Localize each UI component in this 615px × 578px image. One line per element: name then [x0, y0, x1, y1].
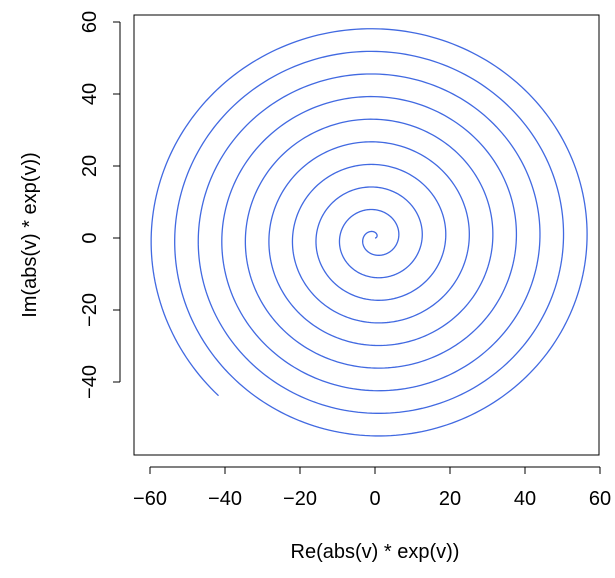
y-tick-label: −40 — [79, 365, 101, 399]
plot-frame — [133, 14, 600, 456]
y-tick-label: 0 — [79, 232, 101, 243]
y-tick-label: 40 — [79, 83, 101, 105]
spiral-line — [150, 28, 588, 437]
x-tick-label: 20 — [439, 488, 461, 510]
spiral-series — [150, 28, 588, 437]
x-axis-label: Re(abs(v) * exp(v)) — [291, 541, 460, 563]
x-tick-label: 0 — [369, 488, 380, 510]
x-tick-label: −60 — [133, 488, 167, 510]
y-tick-label: −20 — [79, 293, 101, 327]
x-axis: −60 −40 −20 0 20 40 60 — [133, 466, 611, 510]
x-tick-label: 60 — [589, 488, 611, 510]
x-tick-label: −20 — [283, 488, 317, 510]
y-tick-label: 60 — [79, 11, 101, 33]
y-axis-label: Im(abs(v) * exp(v)) — [19, 152, 41, 318]
x-tick-label: 40 — [514, 488, 536, 510]
x-tick-label: −40 — [208, 488, 242, 510]
y-tick-label: 20 — [79, 155, 101, 177]
y-axis: −40 −20 0 20 40 60 — [79, 11, 121, 399]
